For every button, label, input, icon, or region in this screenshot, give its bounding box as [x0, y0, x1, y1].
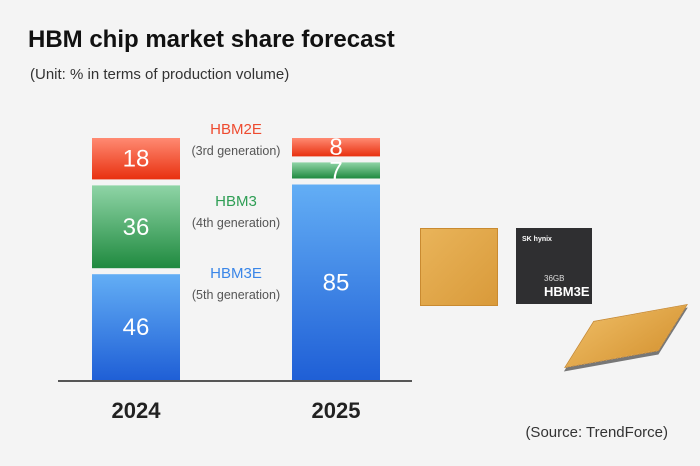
bar-hbm2e-2025 [292, 138, 380, 157]
legend-name: HBM3E [210, 265, 262, 282]
bar-hbm2e-2024 [92, 138, 180, 180]
data-label: 8 [329, 134, 342, 161]
bar-hbm3e-2024 [92, 274, 180, 380]
chip-image-front [420, 228, 498, 306]
data-label: 18 [123, 146, 150, 173]
legend-name: HBM3 [215, 193, 257, 210]
chart-subtitle: (Unit: % in terms of production volume) [30, 66, 290, 83]
chart-title: HBM chip market share forecast [28, 26, 395, 53]
bar-hbm3e-2025 [292, 184, 380, 380]
data-label: 36 [123, 214, 150, 241]
x-tick-label: 2025 [312, 398, 361, 423]
legend-generation: (3rd generation) [192, 144, 281, 158]
legend-name: HBM2E [210, 121, 262, 138]
bar-hbm3-2024 [92, 185, 180, 269]
legend-generation: (5th generation) [192, 288, 280, 302]
x-tick-label: 2024 [112, 398, 162, 423]
data-label: 7 [329, 157, 342, 184]
chart-source: (Source: TrendForce) [525, 424, 668, 441]
chip-image-label: SK hynix 36GB HBM3E [516, 228, 592, 304]
chip-product: HBM3E [544, 284, 590, 299]
chip-brand: SK hynix [522, 236, 552, 243]
data-label: 46 [123, 314, 150, 341]
bar-hbm3-2025 [292, 162, 380, 179]
data-label: 85 [323, 269, 350, 296]
chip-capacity: 36GB [544, 274, 565, 283]
legend-generation: (4th generation) [192, 216, 280, 230]
